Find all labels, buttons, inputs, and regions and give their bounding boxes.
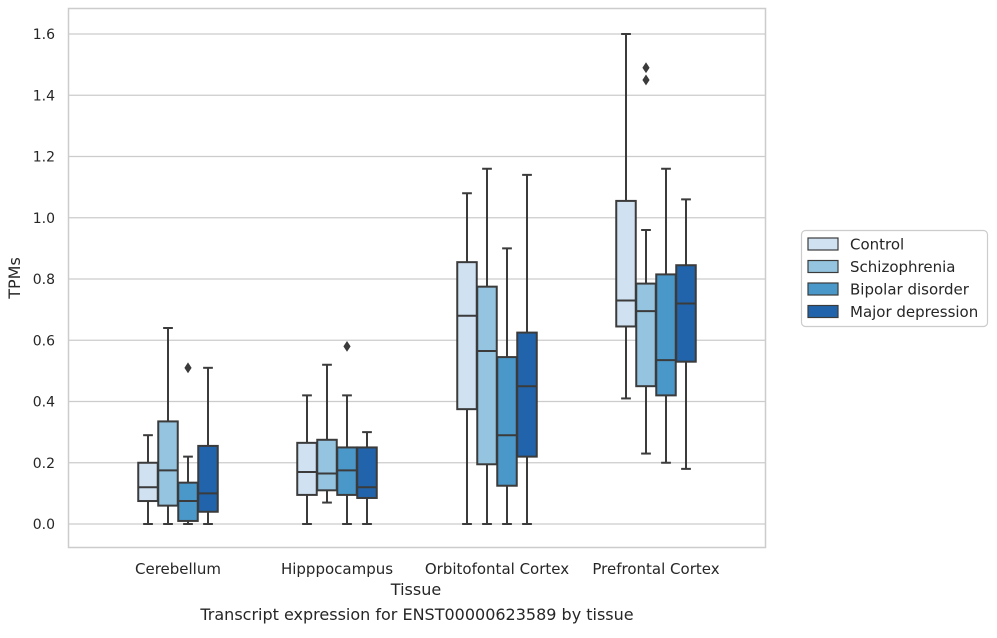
boxes [137, 33, 697, 525]
chart-caption: Transcript expression for ENST0000062358… [200, 605, 634, 624]
box-control [615, 33, 637, 400]
x-tick-label: Prefrontal Cortex [592, 560, 719, 578]
box-control [456, 192, 478, 525]
box-body [675, 264, 697, 363]
box-schizophrenia [316, 363, 338, 504]
y-tick-label: 1.6 [33, 27, 55, 43]
legend-swatch [807, 282, 839, 296]
y-tick-label: 1.2 [33, 150, 55, 166]
x-tick-label: Hipppocampus [281, 560, 393, 578]
legend-swatch [807, 237, 839, 251]
legend-label: Control [850, 236, 904, 254]
box-bipolar-disorder [177, 362, 199, 525]
outlier-point [184, 362, 192, 374]
box-body [356, 446, 378, 499]
y-tick-label: 0.4 [33, 395, 55, 411]
plot-frame [67, 7, 767, 549]
y-tick-label: 1.0 [33, 211, 55, 227]
box-body [516, 331, 538, 458]
box-control [296, 394, 318, 525]
x-tick-label: Cerebellum [135, 560, 221, 578]
legend: Control Schizophrenia Bipolar disorder Majo… [800, 229, 989, 328]
box-body [615, 199, 637, 328]
box-schizophrenia [476, 167, 498, 525]
box-bipolar-disorder [655, 167, 677, 464]
y-tick-label: 1.4 [33, 88, 55, 104]
box-major-depression [197, 366, 219, 525]
box-body [197, 444, 219, 513]
box-bipolar-disorder [336, 340, 358, 525]
legend-swatch [807, 259, 839, 274]
box-body [496, 356, 518, 487]
y-tick-label: 0.6 [33, 333, 55, 349]
box-control [137, 434, 159, 525]
box-body [316, 438, 338, 492]
outlier-point [642, 62, 650, 74]
box-schizophrenia [635, 62, 657, 455]
box-body [157, 420, 179, 507]
x-tick-labels: Cerebellum Hipppocampus Orbitofontal Corte… [135, 560, 720, 578]
box-major-depression [675, 198, 697, 470]
legend-label: Major depression [850, 303, 978, 321]
legend-frame [800, 229, 989, 328]
y-tick-label: 0.0 [33, 517, 55, 533]
y-axis-label: TPMs [5, 257, 24, 300]
outlier-point [343, 340, 351, 352]
legend-label: Schizophrenia [850, 258, 955, 276]
box-bipolar-disorder [496, 247, 518, 525]
grid-lines [68, 33, 765, 525]
box-body [476, 285, 498, 466]
y-tick-label: 0.8 [33, 272, 55, 288]
box-body [456, 261, 478, 411]
box-body [635, 282, 657, 388]
box-body [296, 441, 318, 496]
outlier-point [642, 74, 650, 86]
box-major-depression [516, 173, 538, 525]
y-tick-labels: 0.0 0.2 0.4 0.6 0.8 1.0 1.2 1.4 1.6 [33, 27, 55, 533]
legend-swatch [807, 304, 839, 319]
x-axis-label: Tissue [390, 580, 441, 599]
x-tick-label: Orbitofontal Cortex [425, 560, 569, 578]
legend-label: Bipolar disorder [850, 281, 970, 299]
box-body [137, 461, 159, 503]
box-body [655, 273, 677, 397]
y-tick-label: 0.2 [33, 456, 55, 472]
box-major-depression [356, 431, 378, 525]
box-schizophrenia [157, 327, 179, 525]
